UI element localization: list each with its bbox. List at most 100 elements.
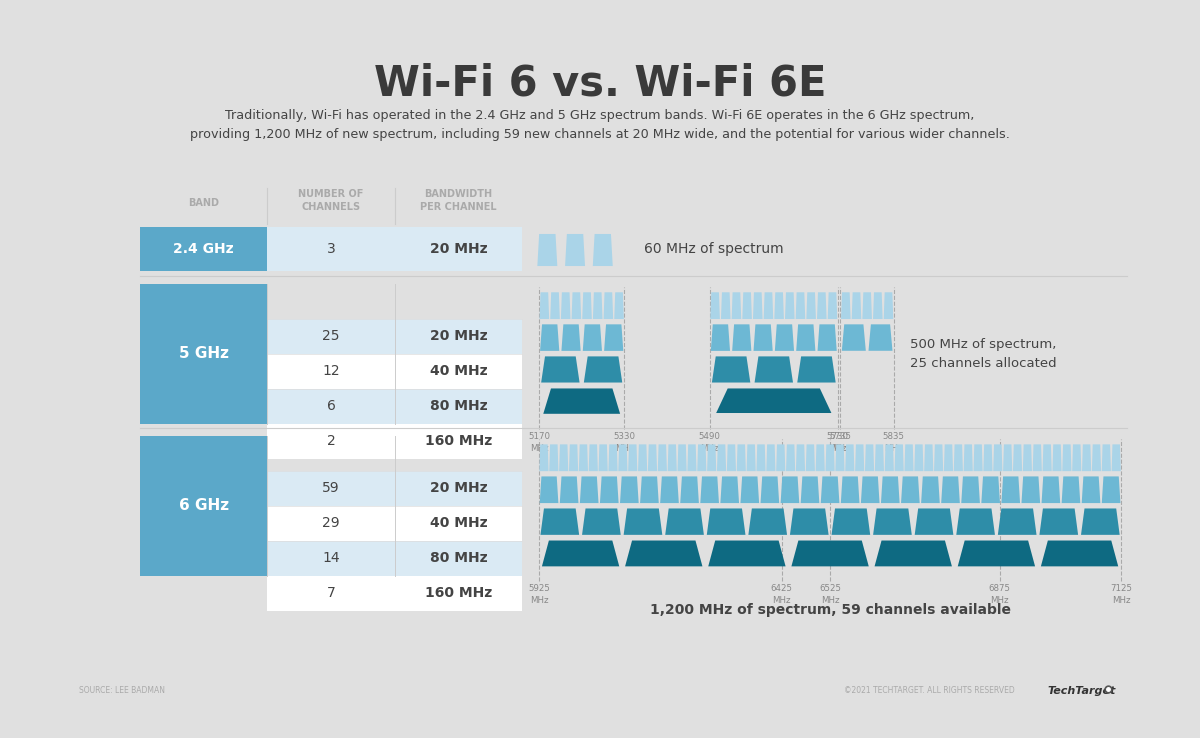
Polygon shape (618, 444, 628, 471)
Text: 6: 6 (326, 399, 336, 413)
Text: 20 MHz: 20 MHz (430, 481, 487, 495)
Bar (395, 389, 522, 424)
Polygon shape (732, 292, 742, 319)
Polygon shape (869, 324, 893, 351)
Text: 20 MHz: 20 MHz (430, 329, 487, 343)
Polygon shape (638, 444, 647, 471)
Polygon shape (716, 388, 832, 413)
Polygon shape (797, 356, 835, 382)
Polygon shape (817, 324, 836, 351)
Text: 500 MHz of spectrum,
25 channels allocated: 500 MHz of spectrum, 25 channels allocat… (911, 338, 1057, 370)
Text: TechTarget: TechTarget (1048, 686, 1116, 696)
Polygon shape (964, 444, 973, 471)
Polygon shape (982, 477, 1000, 503)
Polygon shape (958, 540, 1036, 566)
Bar (268, 354, 395, 389)
Polygon shape (1003, 444, 1013, 471)
Polygon shape (806, 292, 816, 319)
Polygon shape (756, 444, 766, 471)
Text: BANDWIDTH
PER CHANNEL: BANDWIDTH PER CHANNEL (420, 189, 497, 212)
Polygon shape (559, 444, 569, 471)
Bar (395, 576, 522, 610)
Polygon shape (816, 444, 824, 471)
Text: 59: 59 (323, 481, 340, 495)
Polygon shape (737, 444, 746, 471)
Polygon shape (1001, 477, 1020, 503)
Polygon shape (665, 508, 704, 535)
Polygon shape (551, 292, 560, 319)
Polygon shape (660, 477, 679, 503)
Polygon shape (860, 477, 880, 503)
Bar (268, 227, 395, 272)
Polygon shape (712, 356, 750, 382)
Polygon shape (856, 444, 864, 471)
Polygon shape (956, 508, 995, 535)
Polygon shape (743, 292, 752, 319)
Polygon shape (1013, 444, 1022, 471)
Polygon shape (817, 292, 827, 319)
Polygon shape (763, 292, 773, 319)
Polygon shape (761, 477, 779, 503)
Polygon shape (796, 292, 805, 319)
Text: 6525
MHz: 6525 MHz (820, 584, 841, 604)
Polygon shape (983, 444, 992, 471)
Text: 5835
MHz: 5835 MHz (883, 432, 905, 452)
Polygon shape (1081, 477, 1100, 503)
Polygon shape (550, 444, 558, 471)
Polygon shape (1081, 508, 1120, 535)
Text: 80 MHz: 80 MHz (430, 399, 487, 413)
Polygon shape (1111, 444, 1121, 471)
Polygon shape (578, 444, 588, 471)
Polygon shape (740, 477, 760, 503)
Polygon shape (841, 292, 851, 319)
Bar (268, 389, 395, 424)
Polygon shape (716, 444, 726, 471)
Polygon shape (569, 444, 578, 471)
Polygon shape (905, 444, 913, 471)
Polygon shape (826, 444, 835, 471)
Polygon shape (560, 292, 570, 319)
Polygon shape (842, 324, 866, 351)
Polygon shape (828, 292, 838, 319)
Polygon shape (805, 444, 815, 471)
Polygon shape (707, 508, 745, 535)
Polygon shape (884, 444, 894, 471)
Polygon shape (593, 234, 613, 266)
Polygon shape (755, 356, 793, 382)
Text: 7: 7 (326, 586, 336, 600)
Bar (268, 541, 395, 576)
Text: 25: 25 (323, 329, 340, 343)
Text: 5490
MHz: 5490 MHz (698, 432, 721, 452)
Polygon shape (1040, 540, 1118, 566)
Text: 5730
MHz: 5730 MHz (827, 432, 848, 452)
Text: 12: 12 (323, 364, 340, 378)
Text: 2.4 GHz: 2.4 GHz (173, 242, 234, 256)
Polygon shape (540, 324, 559, 351)
Polygon shape (1062, 477, 1080, 503)
Polygon shape (865, 444, 874, 471)
Text: 40 MHz: 40 MHz (430, 516, 487, 530)
Polygon shape (608, 444, 618, 471)
Polygon shape (701, 477, 719, 503)
Polygon shape (604, 324, 623, 351)
Polygon shape (796, 444, 805, 471)
Bar (140, 436, 268, 576)
Bar (395, 227, 522, 272)
Polygon shape (973, 444, 983, 471)
Polygon shape (708, 540, 786, 566)
Polygon shape (881, 477, 900, 503)
Polygon shape (845, 444, 854, 471)
Text: 2: 2 (326, 434, 336, 448)
Polygon shape (961, 477, 980, 503)
Polygon shape (541, 356, 580, 382)
Polygon shape (697, 444, 707, 471)
Bar (268, 576, 395, 610)
Polygon shape (720, 477, 739, 503)
Text: 160 MHz: 160 MHz (425, 434, 492, 448)
Polygon shape (914, 444, 924, 471)
Polygon shape (780, 477, 799, 503)
Polygon shape (1092, 444, 1102, 471)
Polygon shape (540, 508, 580, 535)
Polygon shape (1082, 444, 1091, 471)
Polygon shape (796, 324, 815, 351)
